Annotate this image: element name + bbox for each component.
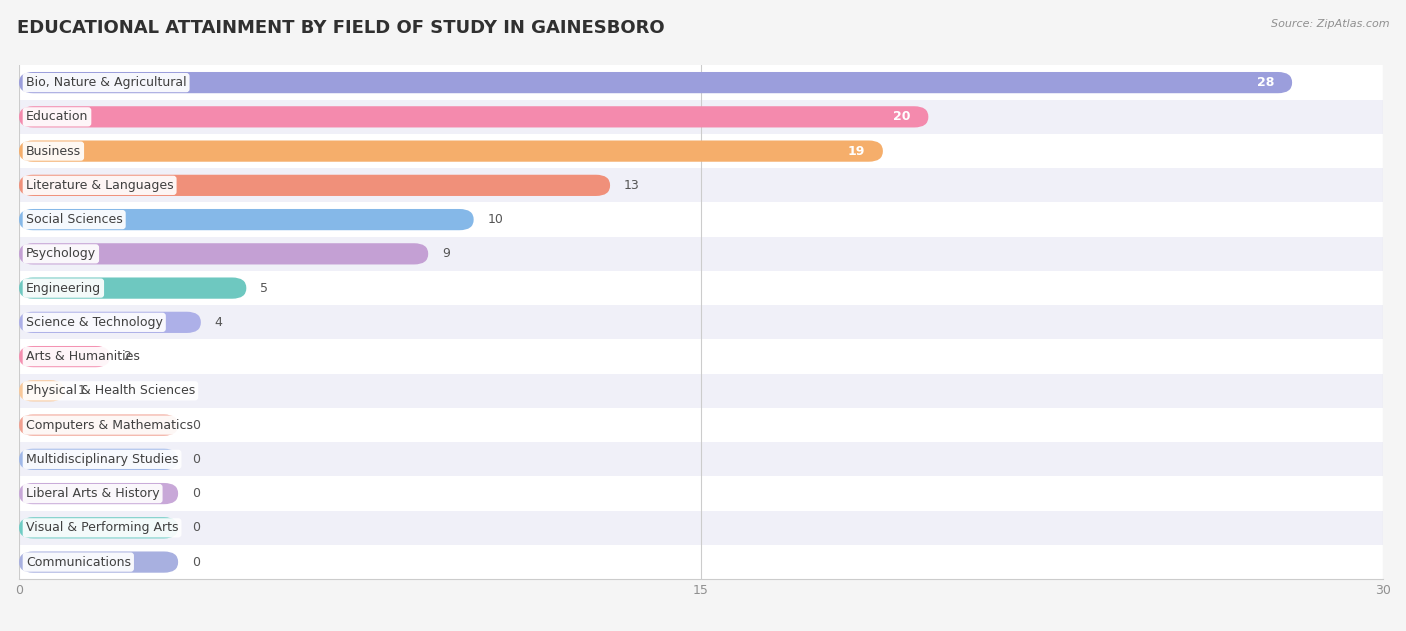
Text: Literature & Languages: Literature & Languages	[25, 179, 173, 192]
Bar	[20, 339, 1384, 374]
FancyBboxPatch shape	[20, 278, 246, 298]
Text: 1: 1	[79, 384, 86, 398]
FancyBboxPatch shape	[20, 312, 201, 333]
Text: Communications: Communications	[25, 555, 131, 569]
FancyBboxPatch shape	[20, 449, 179, 470]
Text: 0: 0	[191, 555, 200, 569]
Text: Liberal Arts & History: Liberal Arts & History	[25, 487, 159, 500]
Bar	[20, 168, 1384, 203]
FancyBboxPatch shape	[20, 209, 474, 230]
Text: Computers & Mathematics: Computers & Mathematics	[25, 418, 193, 432]
FancyBboxPatch shape	[20, 380, 65, 401]
Bar	[20, 510, 1384, 545]
Text: Education: Education	[25, 110, 89, 123]
Text: Arts & Humanities: Arts & Humanities	[25, 350, 139, 363]
FancyBboxPatch shape	[20, 415, 179, 436]
Text: 2: 2	[124, 350, 131, 363]
FancyBboxPatch shape	[20, 551, 179, 573]
Text: Social Sciences: Social Sciences	[25, 213, 122, 226]
Text: 0: 0	[191, 521, 200, 534]
FancyBboxPatch shape	[20, 141, 883, 162]
FancyBboxPatch shape	[20, 175, 610, 196]
FancyBboxPatch shape	[20, 72, 1292, 93]
FancyBboxPatch shape	[20, 346, 110, 367]
Text: Visual & Performing Arts: Visual & Performing Arts	[25, 521, 179, 534]
Bar	[20, 545, 1384, 579]
Bar	[20, 134, 1384, 168]
Text: 0: 0	[191, 453, 200, 466]
Bar	[20, 271, 1384, 305]
Bar	[20, 374, 1384, 408]
FancyBboxPatch shape	[20, 517, 179, 538]
Text: EDUCATIONAL ATTAINMENT BY FIELD OF STUDY IN GAINESBORO: EDUCATIONAL ATTAINMENT BY FIELD OF STUDY…	[17, 19, 665, 37]
Text: Bio, Nature & Agricultural: Bio, Nature & Agricultural	[25, 76, 187, 89]
Text: 5: 5	[260, 281, 269, 295]
Text: 0: 0	[191, 487, 200, 500]
Text: 10: 10	[488, 213, 503, 226]
FancyBboxPatch shape	[20, 243, 429, 264]
Bar	[20, 100, 1384, 134]
Text: 0: 0	[191, 418, 200, 432]
Bar	[20, 476, 1384, 510]
Text: 13: 13	[624, 179, 640, 192]
Bar	[20, 408, 1384, 442]
Text: Physical & Health Sciences: Physical & Health Sciences	[25, 384, 195, 398]
Text: 20: 20	[893, 110, 910, 123]
Bar	[20, 442, 1384, 476]
Text: 9: 9	[441, 247, 450, 261]
Bar	[20, 66, 1384, 100]
Bar	[20, 203, 1384, 237]
Text: 28: 28	[1257, 76, 1274, 89]
FancyBboxPatch shape	[20, 483, 179, 504]
Bar	[20, 237, 1384, 271]
FancyBboxPatch shape	[20, 106, 928, 127]
Bar	[20, 305, 1384, 339]
Text: 4: 4	[215, 316, 222, 329]
Text: Engineering: Engineering	[25, 281, 101, 295]
Text: Source: ZipAtlas.com: Source: ZipAtlas.com	[1271, 19, 1389, 29]
Text: 19: 19	[848, 144, 865, 158]
Text: Science & Technology: Science & Technology	[25, 316, 163, 329]
Text: Multidisciplinary Studies: Multidisciplinary Studies	[25, 453, 179, 466]
Text: Psychology: Psychology	[25, 247, 96, 261]
Text: Business: Business	[25, 144, 82, 158]
